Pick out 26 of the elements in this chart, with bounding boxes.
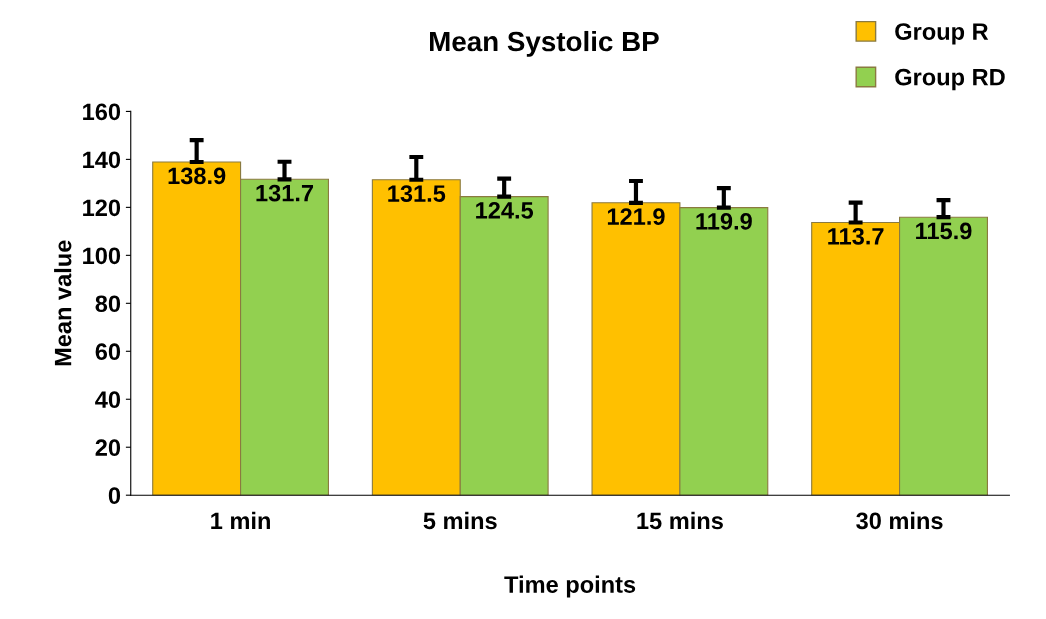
legend-label: Group RD [895,68,1005,91]
x-tick-label: 15 mins [637,511,723,530]
y-tick-label: 60 [95,343,121,361]
data-label: 119.9 [696,213,752,230]
chart-title: Mean Systolic BP [430,30,659,57]
y-tick-label: 140 [83,151,121,169]
data-label: 113.7 [828,227,884,245]
y-tick-label: 120 [83,199,121,217]
data-label: 121.9 [607,208,665,225]
y-tick-label: 80 [95,295,121,313]
x-tick-label: 5 mins [423,511,497,530]
y-tick-label: 100 [83,247,121,265]
data-label: 131.7 [256,184,314,202]
data-label: 124.5 [476,201,534,219]
data-label: 131.5 [388,185,446,202]
data-label: 115.9 [916,222,972,240]
y-tick-label: 160 [83,103,121,121]
legend-label: Group R [895,23,989,45]
y-tick-label: 40 [95,391,121,409]
y-tick-label: 20 [95,439,121,457]
y-axis-title: Mean value [54,240,72,366]
y-tick-label: 0 [108,487,121,504]
x-tick-label: 1 min [211,511,270,529]
x-tick-label: 30 mins [856,511,943,530]
x-axis-title: Time points [504,575,636,598]
data-label: 138.9 [168,167,226,185]
